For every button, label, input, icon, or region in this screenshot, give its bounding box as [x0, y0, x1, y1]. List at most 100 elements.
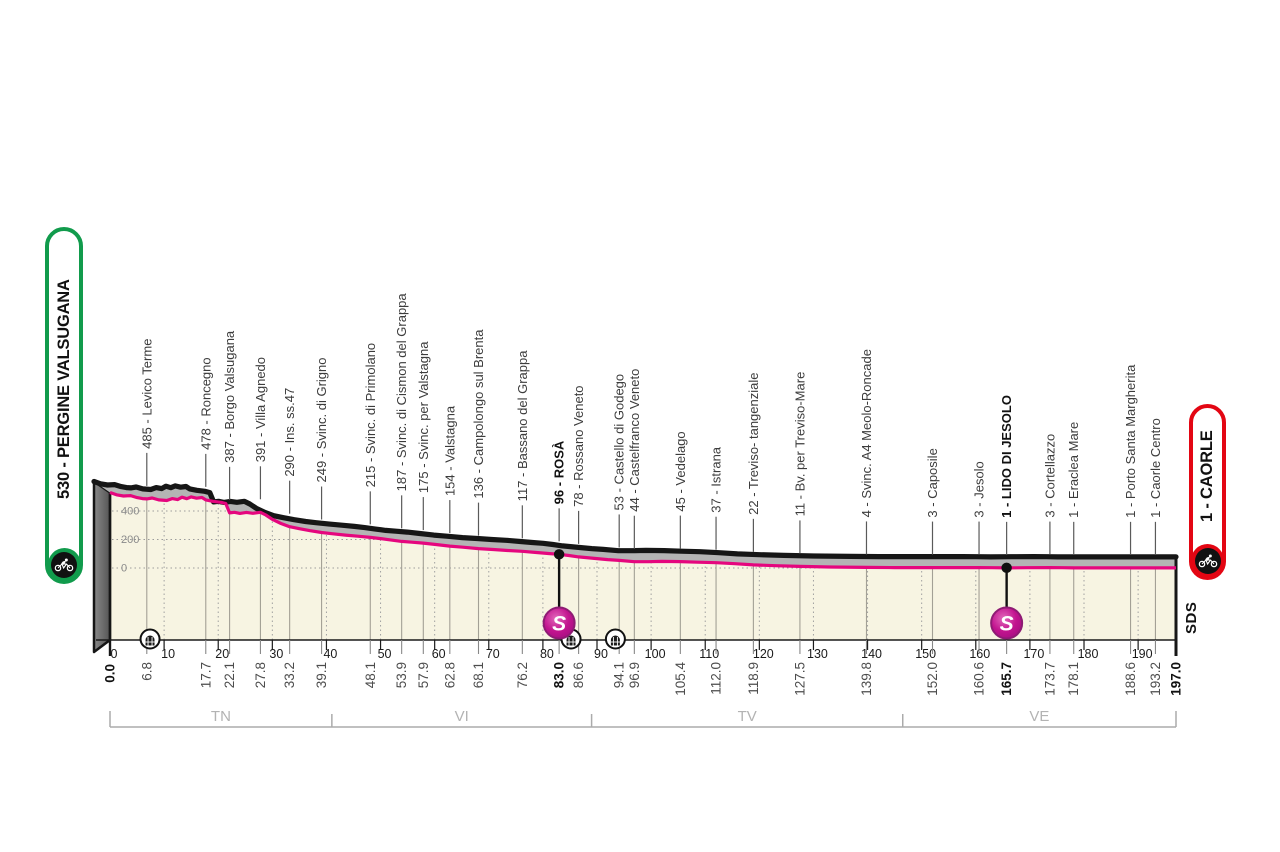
km-distance-label: 6.8 [139, 662, 154, 681]
km-distance-label: 105.4 [673, 662, 688, 696]
x-axis-tick-label: 0 [111, 647, 118, 661]
cyclist-glyph [54, 558, 74, 571]
waypoint-label: 11 - Bv. per Treviso-Mare [792, 372, 807, 517]
waypoint-label: 249 - Svinc. di Grigno [314, 358, 329, 483]
km-distance-label: 83.0 [552, 662, 567, 688]
x-axis-tick-label: 180 [1078, 647, 1099, 661]
sprint-marker: S [542, 549, 576, 640]
x-axis-tick-label: 100 [645, 647, 666, 661]
x-axis-tick-label: 90 [594, 647, 608, 661]
waypoint-label: 3 - Cortellazzo [1042, 434, 1057, 518]
waypoint-label: 44 - Castelfranco Veneto [627, 369, 642, 512]
waypoint-label: 1 - Porto Santa Margherita [1123, 364, 1138, 518]
km-distance-label: 86.6 [571, 662, 586, 688]
km-distance-label: 62.8 [442, 662, 457, 688]
waypoint-label: 3 - Caposile [925, 448, 940, 517]
km-distance-label: 173.7 [1042, 662, 1057, 696]
waypoint-label: 4 - Svinc. A4 Meolo-Roncade [859, 349, 874, 517]
waypoint-label: 485 - Levico Terme [139, 339, 154, 449]
start-cyclist-icon [47, 548, 81, 581]
km-distance-label: 197.0 [1169, 662, 1184, 696]
x-axis-tick-label: 120 [753, 647, 774, 661]
x-axis-tick-label: 140 [861, 647, 882, 661]
tunnel-icon [604, 628, 626, 650]
profile-side-face [92, 480, 112, 654]
profile-back-edge [91, 478, 1179, 560]
km-distance-label: 112.0 [709, 662, 724, 695]
region-label: TV [738, 708, 757, 725]
km-distance-label: 152.0 [925, 662, 940, 696]
start-capsule: 530 - PERGINE VALSUGANA [45, 227, 83, 584]
km-distance-label: 139.8 [859, 662, 874, 696]
km-distance-label: 160.6 [972, 662, 987, 696]
km-distance-label: 68.1 [471, 662, 486, 688]
waypoint-label: 22 - Treviso- tangenziale [746, 373, 761, 515]
km-distance-label: 165.7 [999, 662, 1014, 696]
waypoint-label: 78 - Rossano Veneto [571, 385, 586, 506]
km-distance-label: 178.1 [1066, 662, 1081, 696]
km-distance-label: 27.8 [253, 662, 268, 688]
km-distance-label: 76.2 [515, 662, 530, 688]
km-distance-label: 94.1 [612, 662, 627, 688]
km-distance-label: 0.0 [103, 664, 118, 683]
tunnel-icon [139, 628, 161, 650]
waypoint-label: 1 - Eraclea Mare [1066, 422, 1081, 518]
km-distance-label: 96.9 [627, 662, 642, 688]
region-label: TN [211, 708, 231, 725]
waypoint-label: 3 - Jesolo [972, 461, 987, 517]
x-axis-tick-label: 50 [378, 647, 392, 661]
x-axis-tick-label: 70 [486, 647, 500, 661]
waypoint-label: 154 - Valstagna [442, 405, 457, 496]
waypoint-label: 53 - Castello di Godego [612, 374, 627, 511]
waypoint-label: 215 - Svinc. di Primolano [363, 343, 378, 488]
waypoint-label: 391 - Villa Agnedo [253, 357, 268, 462]
km-distance-label: 48.1 [363, 662, 378, 688]
x-axis-tick-label: 30 [269, 647, 283, 661]
km-distance-label: 33.2 [282, 662, 297, 688]
waypoint-label: 1 - Caorle Centro [1148, 418, 1163, 518]
finish-capsule-label: 1 - CAORLE [1198, 430, 1216, 522]
km-distance-label: 39.1 [314, 662, 329, 688]
region-label: VE [1029, 708, 1049, 725]
x-axis-tick-label: 170 [1023, 647, 1044, 661]
km-distance-label: 118.9 [746, 662, 761, 695]
km-distance-label: 17.7 [198, 662, 213, 688]
profile-area [110, 492, 1176, 640]
waypoint-label: 45 - Vedelago [673, 431, 688, 511]
waypoint-label: 96 - ROSÀ [552, 440, 567, 504]
elevation-label: 0 [121, 563, 127, 575]
start-capsule-label: 530 - PERGINE VALSUGANA [54, 279, 73, 500]
waypoint-label: 117 - Bassano del Grappa [515, 350, 530, 502]
waypoint-label: 290 - Ins. ss.47 [282, 388, 297, 477]
svg-text:S: S [552, 613, 566, 636]
x-axis-tick-label: 150 [915, 647, 936, 661]
km-distance-label: 53.9 [394, 662, 409, 688]
waypoint-label: 37 - Istrana [709, 446, 724, 513]
km-distance-label: 188.6 [1123, 662, 1138, 696]
x-axis-tick-label: 80 [540, 647, 554, 661]
x-axis-tick-label: 60 [432, 647, 446, 661]
waypoint-label: 175 - Svinc. per Valstagna [416, 341, 431, 493]
km-distance-label: 193.2 [1148, 662, 1163, 696]
km-distance-label: 22.1 [222, 662, 237, 688]
finish-capsule: 1 - CAORLE [1189, 404, 1226, 580]
finish-cyclist-icon [1191, 544, 1224, 577]
waypoint-label: 187 - Svinc. di Cismon del Grappa [394, 293, 409, 492]
svg-text:S: S [1000, 613, 1014, 636]
x-axis-tick-label: 20 [215, 647, 229, 661]
sds-signature: SDS [1183, 601, 1200, 634]
x-axis-tick-label: 190 [1132, 647, 1153, 661]
profile-line [109, 490, 1176, 570]
elevation-label: 200 [121, 534, 139, 546]
cyclist-glyph [1198, 554, 1217, 567]
km-distance-label: 127.5 [792, 662, 807, 696]
x-axis-tick-label: 130 [807, 647, 828, 661]
waypoint-label: 387 - Borgo Valsugana [222, 330, 237, 463]
waypoint-label: 136 - Campolongo sul Brenta [471, 329, 486, 499]
x-axis-tick-label: 160 [969, 647, 990, 661]
waypoint-label: 1 - LIDO DI JESOLO [999, 395, 1014, 518]
x-axis-tick-label: 10 [161, 647, 175, 661]
waypoint-label: 478 - Roncegno [198, 357, 213, 450]
